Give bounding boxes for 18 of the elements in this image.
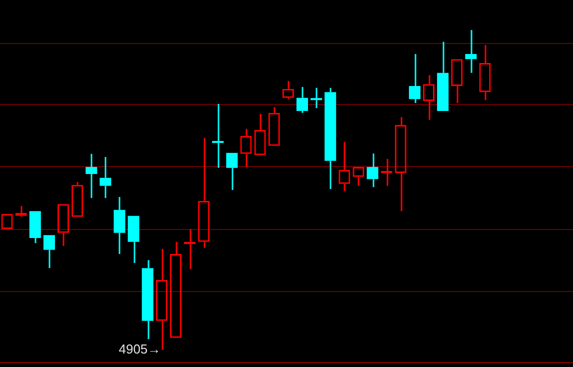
candlestick	[437, 41, 449, 111]
candlestick	[43, 235, 55, 269]
candlestick	[408, 53, 420, 104]
candlestick	[212, 103, 224, 169]
candlestick	[324, 87, 336, 190]
candlestick	[226, 152, 238, 191]
candlestick	[86, 153, 98, 199]
candlestick	[310, 87, 322, 109]
candlestick	[114, 196, 126, 255]
candlestick	[465, 29, 477, 74]
candlestick	[128, 216, 140, 264]
candlestick	[366, 152, 378, 188]
annotation: 4905→	[118, 342, 161, 357]
candlestick	[142, 259, 154, 340]
candlestick	[29, 211, 41, 244]
candlestick	[296, 86, 308, 114]
candlestick	[100, 156, 112, 199]
candlestick	[380, 158, 392, 187]
